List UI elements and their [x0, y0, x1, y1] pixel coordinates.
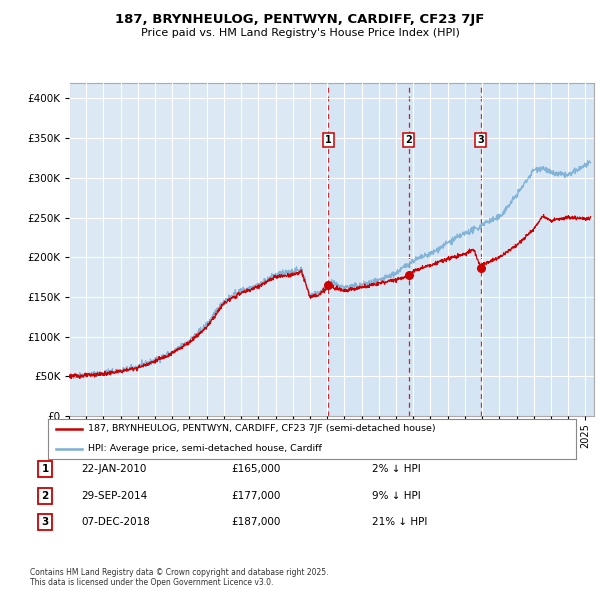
Text: £165,000: £165,000: [231, 464, 280, 474]
Text: 1: 1: [325, 135, 332, 145]
Text: 1: 1: [41, 464, 49, 474]
Text: 2% ↓ HPI: 2% ↓ HPI: [372, 464, 421, 474]
Text: £177,000: £177,000: [231, 491, 280, 500]
Text: 187, BRYNHEULOG, PENTWYN, CARDIFF, CF23 7JF (semi-detached house): 187, BRYNHEULOG, PENTWYN, CARDIFF, CF23 …: [88, 424, 435, 434]
Text: 07-DEC-2018: 07-DEC-2018: [81, 517, 150, 527]
Text: 9% ↓ HPI: 9% ↓ HPI: [372, 491, 421, 500]
Text: HPI: Average price, semi-detached house, Cardiff: HPI: Average price, semi-detached house,…: [88, 444, 322, 454]
Text: 187, BRYNHEULOG, PENTWYN, CARDIFF, CF23 7JF: 187, BRYNHEULOG, PENTWYN, CARDIFF, CF23 …: [115, 13, 485, 26]
Text: 22-JAN-2010: 22-JAN-2010: [81, 464, 146, 474]
Text: 3: 3: [478, 135, 484, 145]
Text: 2: 2: [406, 135, 412, 145]
Text: 3: 3: [41, 517, 49, 527]
Text: 29-SEP-2014: 29-SEP-2014: [81, 491, 147, 500]
Text: 2: 2: [41, 491, 49, 500]
Bar: [328, 83, 594, 416]
Text: Price paid vs. HM Land Registry's House Price Index (HPI): Price paid vs. HM Land Registry's House …: [140, 28, 460, 38]
Text: £187,000: £187,000: [231, 517, 280, 527]
Text: Contains HM Land Registry data © Crown copyright and database right 2025.
This d: Contains HM Land Registry data © Crown c…: [30, 568, 329, 587]
Text: 21% ↓ HPI: 21% ↓ HPI: [372, 517, 427, 527]
